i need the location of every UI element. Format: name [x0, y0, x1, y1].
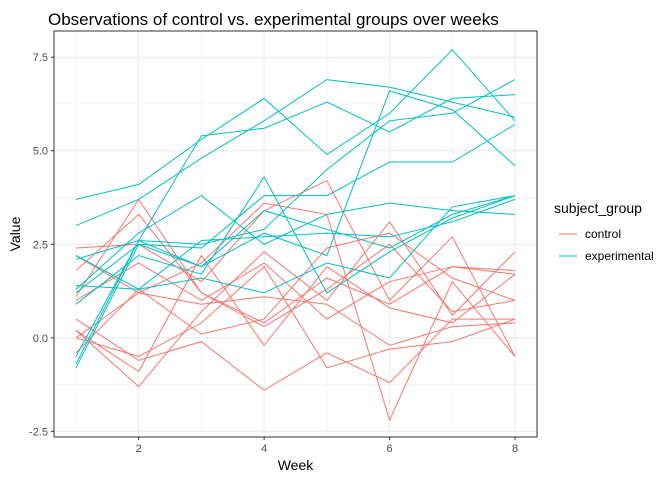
series-line-experimental-17 [75, 194, 516, 290]
legend-title: subject_group [554, 200, 642, 216]
legend: subject_group control experimental [554, 200, 654, 263]
x-tick-label: 8 [512, 443, 518, 455]
series-line-control-2 [75, 198, 516, 328]
series-line-control-9 [75, 255, 516, 346]
y-tick-label: 5.0 [33, 146, 48, 158]
y-tick-label: 7.5 [33, 52, 48, 64]
series-line-experimental-22 [75, 195, 516, 369]
chart-title: Observations of control vs. experimental… [48, 10, 499, 29]
legend-label-control: control [585, 227, 621, 241]
series-line-experimental-20 [75, 198, 516, 290]
x-axis-title: Week [278, 457, 315, 473]
x-axis: 2 4 6 8 [136, 437, 518, 455]
y-axis: -2.5 0.0 2.5 5.0 7.5 [29, 52, 54, 438]
y-tick-label: 2.5 [33, 239, 48, 251]
x-tick-label: 2 [136, 443, 142, 455]
y-tick-label: -2.5 [29, 426, 48, 438]
series-line-control-4 [75, 202, 516, 422]
y-axis-title: Value [7, 216, 23, 251]
series-line-control-11 [75, 265, 516, 369]
x-tick-label: 6 [387, 443, 393, 455]
series-line-experimental-15 [75, 79, 516, 260]
series-line-experimental-21 [75, 195, 516, 294]
series-line-experimental-13 [75, 79, 516, 227]
series-line-control-8 [75, 262, 516, 320]
series-line-control-10 [75, 254, 516, 373]
x-tick-label: 4 [261, 443, 267, 455]
plot-panel-border [53, 30, 538, 438]
y-tick-label: 0.0 [33, 333, 48, 345]
legend-label-experimental: experimental [585, 249, 654, 263]
series-line-control-7 [75, 232, 516, 354]
legend-entries: control experimental [559, 227, 654, 263]
series-line-experimental-12 [75, 48, 516, 200]
series-lines [75, 48, 516, 422]
series-line-experimental-14 [75, 94, 516, 357]
series-line-experimental-18 [75, 90, 516, 365]
